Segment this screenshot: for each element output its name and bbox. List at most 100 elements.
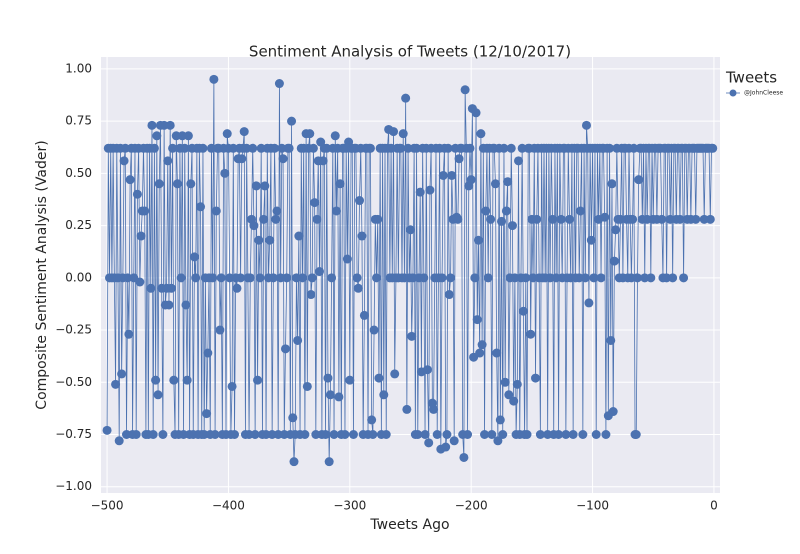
point — [548, 214, 558, 224]
point — [453, 214, 463, 224]
point — [504, 390, 514, 400]
point — [163, 156, 173, 166]
point — [293, 335, 303, 345]
point — [521, 273, 531, 283]
point — [584, 298, 594, 308]
point — [454, 154, 464, 164]
point — [111, 379, 121, 389]
point — [289, 457, 299, 467]
point — [708, 143, 718, 153]
point — [166, 283, 176, 293]
point — [102, 425, 112, 435]
point — [532, 214, 542, 224]
point — [324, 457, 334, 467]
point — [668, 273, 678, 283]
y-tick-label: 0.00 — [65, 270, 92, 284]
point — [312, 214, 322, 224]
point — [581, 120, 591, 130]
point — [611, 225, 621, 235]
point — [280, 344, 290, 354]
point — [575, 206, 585, 216]
point — [499, 143, 509, 153]
point — [497, 216, 507, 226]
point — [294, 231, 304, 241]
point — [367, 415, 377, 425]
point — [368, 430, 378, 440]
point — [389, 127, 399, 137]
point — [220, 168, 230, 178]
point — [518, 306, 528, 316]
x-tick-label: −200 — [455, 499, 488, 513]
point — [245, 273, 255, 283]
point — [270, 143, 280, 153]
series-line — [106, 79, 713, 462]
point — [420, 430, 430, 440]
point — [274, 79, 284, 89]
point — [249, 221, 259, 231]
point — [164, 300, 174, 310]
point — [189, 252, 199, 262]
point — [589, 273, 599, 283]
point — [172, 179, 182, 189]
point — [255, 273, 265, 283]
point — [486, 214, 496, 224]
point — [186, 179, 196, 189]
point — [147, 120, 157, 130]
point — [202, 409, 212, 419]
point — [232, 283, 242, 293]
point — [125, 175, 135, 185]
point — [500, 377, 510, 387]
point — [334, 392, 344, 402]
point — [176, 273, 186, 283]
point — [342, 254, 352, 264]
y-tick-label: 0.75 — [65, 114, 92, 128]
point — [250, 430, 260, 440]
point — [556, 214, 566, 224]
point — [265, 235, 275, 245]
point — [473, 235, 483, 245]
point — [373, 214, 383, 224]
point — [628, 214, 638, 224]
point — [357, 231, 367, 241]
point — [203, 348, 213, 358]
point — [335, 179, 345, 189]
y-tick-label: −0.25 — [55, 323, 92, 337]
point — [365, 143, 375, 153]
point — [509, 396, 519, 406]
point — [151, 375, 161, 385]
point — [561, 430, 571, 440]
point — [259, 214, 269, 224]
point — [331, 206, 341, 216]
point — [514, 156, 524, 166]
point — [374, 373, 384, 383]
point — [432, 430, 442, 440]
y-tick-label: 0.25 — [65, 218, 92, 232]
point — [424, 438, 434, 448]
point — [282, 273, 292, 283]
point — [609, 256, 619, 266]
point — [327, 273, 337, 283]
point — [554, 430, 564, 440]
point — [135, 277, 145, 287]
point — [114, 436, 124, 446]
point — [278, 154, 288, 164]
point — [182, 375, 192, 385]
point — [601, 430, 611, 440]
point — [429, 404, 439, 414]
point — [472, 315, 482, 325]
x-tick-label: 0 — [710, 499, 718, 513]
point — [442, 430, 452, 440]
point — [443, 143, 453, 153]
point — [124, 329, 134, 339]
point — [268, 273, 278, 283]
point — [272, 206, 282, 216]
point — [153, 390, 163, 400]
point — [158, 430, 168, 440]
x-tick-label: −300 — [333, 499, 366, 513]
point — [318, 156, 328, 166]
point — [506, 143, 516, 153]
point — [401, 93, 411, 103]
point — [271, 214, 281, 224]
point — [475, 348, 485, 358]
point — [181, 300, 191, 310]
